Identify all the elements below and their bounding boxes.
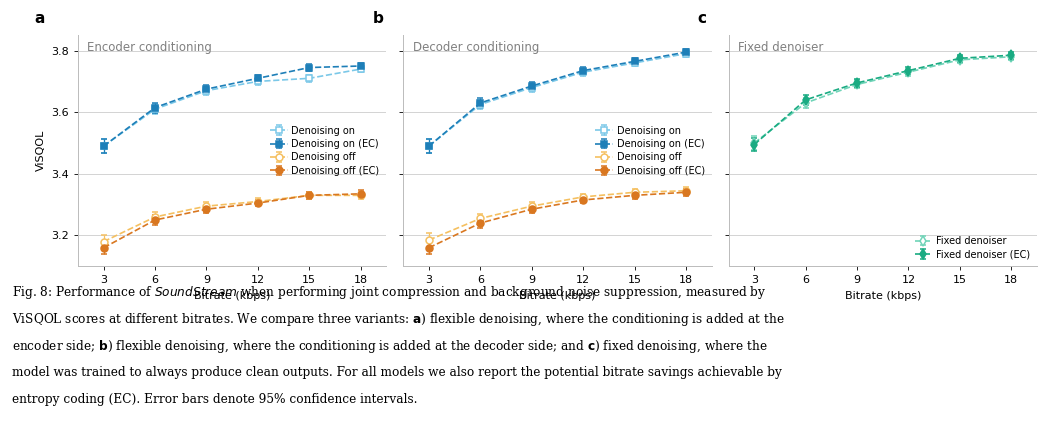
X-axis label: Bitrate (kbps): Bitrate (kbps) <box>844 291 920 301</box>
Text: c: c <box>698 11 707 26</box>
X-axis label: Bitrate (kbps): Bitrate (kbps) <box>194 291 270 301</box>
Text: Fig. 8: Performance of $\mathit{SoundStream}$ when performing joint compression : Fig. 8: Performance of $\mathit{SoundStr… <box>12 284 766 301</box>
Text: a: a <box>34 11 45 26</box>
Y-axis label: ViSQOL: ViSQOL <box>35 130 46 172</box>
Text: Fixed denoiser: Fixed denoiser <box>737 41 824 54</box>
Text: ViSQOL scores at different bitrates. We compare three variants: $\mathbf{a}$) fl: ViSQOL scores at different bitrates. We … <box>12 311 785 328</box>
Text: Encoder conditioning: Encoder conditioning <box>87 41 212 54</box>
X-axis label: Bitrate (kbps): Bitrate (kbps) <box>519 291 596 301</box>
Text: encoder side; $\mathbf{b}$) flexible denoising, where the conditioning is added : encoder side; $\mathbf{b}$) flexible den… <box>12 338 769 356</box>
Legend: Fixed denoiser, Fixed denoiser (EC): Fixed denoiser, Fixed denoiser (EC) <box>911 232 1034 263</box>
Text: b: b <box>372 11 384 26</box>
Legend: Denoising on, Denoising on (EC), Denoising off, Denoising off (EC): Denoising on, Denoising on (EC), Denoisi… <box>266 122 384 180</box>
Text: entropy coding (EC). Error bars denote 95% confidence intervals.: entropy coding (EC). Error bars denote 9… <box>12 393 418 406</box>
Text: Decoder conditioning: Decoder conditioning <box>413 41 539 54</box>
Text: model was trained to always produce clean outputs. For all models we also report: model was trained to always produce clea… <box>12 366 782 379</box>
Legend: Denoising on, Denoising on (EC), Denoising off, Denoising off (EC): Denoising on, Denoising on (EC), Denoisi… <box>592 122 708 180</box>
